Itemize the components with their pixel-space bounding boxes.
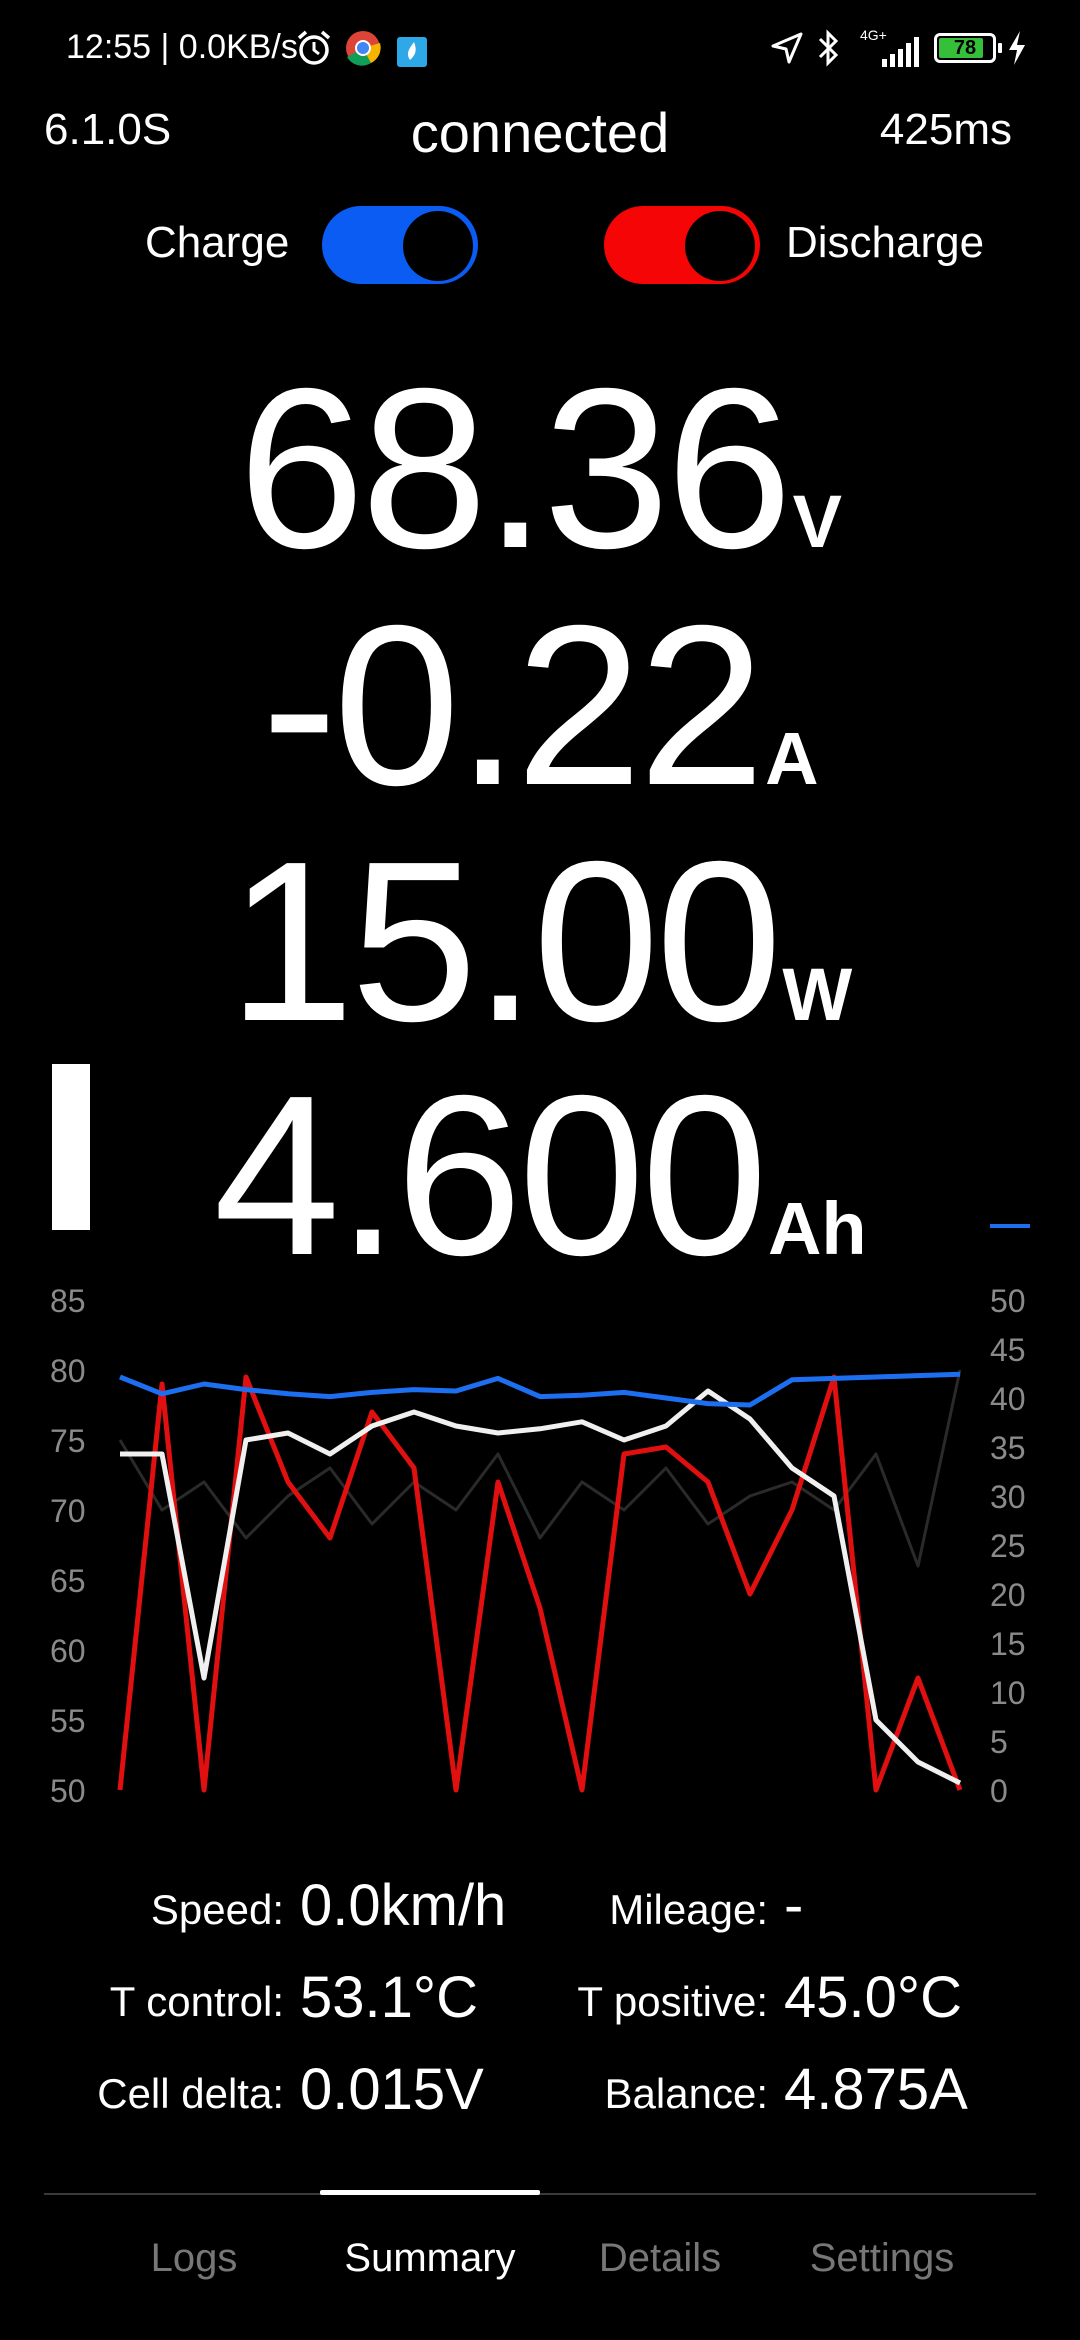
bluetooth-icon xyxy=(818,29,839,67)
y-left-tick-label: 65 xyxy=(50,1563,86,1599)
y-left-tick-label: 80 xyxy=(50,1353,86,1389)
charging-bolt-icon xyxy=(1009,31,1025,65)
celldelta-value: 0.015V xyxy=(300,2057,484,2122)
y-right-tick-label: 45 xyxy=(990,1332,1026,1368)
capacity-value: 4.600 xyxy=(213,1049,768,1303)
y-left-tick-label: 60 xyxy=(50,1633,86,1669)
balance-label: Balance: xyxy=(604,2070,768,2117)
alarm-icon xyxy=(297,30,331,65)
battery-icon: 78 xyxy=(934,33,1002,63)
voltage-reading: 68.36V xyxy=(0,355,1080,583)
mileage-value: - xyxy=(784,1873,804,1938)
speed-value: 0.0km/h xyxy=(300,1873,507,1938)
series-line-1 xyxy=(117,1374,963,1793)
balance-value: 4.875A xyxy=(784,2057,968,2122)
y-right-tick-label: 40 xyxy=(990,1381,1026,1417)
discharge-toggle-knob xyxy=(685,211,755,281)
series-line-3 xyxy=(118,1369,962,1568)
location-arrow-icon xyxy=(771,32,803,64)
network-type: 4G+ xyxy=(860,27,887,43)
y-left-tick-label: 85 xyxy=(50,1283,86,1319)
discharge-toggle[interactable] xyxy=(604,206,760,284)
celldelta-label: Cell delta: xyxy=(97,2070,284,2117)
nav-divider xyxy=(44,2193,1036,2195)
series-line-0 xyxy=(119,1371,961,1408)
current-unit: A xyxy=(765,717,819,800)
charge-toggle-knob xyxy=(403,211,473,281)
mileage-label: Mileage: xyxy=(609,1886,768,1933)
current-reading: -0.22A xyxy=(0,592,1080,820)
y-left-tick-label: 50 xyxy=(50,1773,86,1809)
y-right-tick-label: 5 xyxy=(990,1724,1008,1760)
capacity-reading: 4.600Ah xyxy=(0,1062,1080,1290)
y-left-tick-label: 75 xyxy=(50,1423,86,1459)
tpositive-label: T positive: xyxy=(577,1978,768,2025)
capacity-marker-dash xyxy=(990,1224,1030,1228)
y-right-tick-label: 15 xyxy=(990,1626,1026,1662)
power-value: 15.00 xyxy=(227,815,783,1069)
connection-status: connected xyxy=(410,101,670,164)
tab-summary[interactable]: Summary xyxy=(344,2236,516,2280)
power-reading: 15.00W xyxy=(0,828,1080,1056)
capacity-unit: Ah xyxy=(767,1187,867,1270)
tab-logs[interactable]: Logs xyxy=(150,2236,238,2280)
firmware-version: 6.1.0S xyxy=(44,105,172,154)
charge-label: Charge xyxy=(145,218,290,267)
y-right-tick-label: 35 xyxy=(990,1430,1026,1466)
voltage-value: 68.36 xyxy=(238,342,793,596)
chrome-icon xyxy=(346,31,381,66)
discharge-label: Discharge xyxy=(786,218,985,267)
current-value: -0.22 xyxy=(261,579,765,833)
y-right-tick-label: 0 xyxy=(990,1773,1008,1809)
series-line-2 xyxy=(120,1388,962,1786)
charge-toggle[interactable] xyxy=(322,206,478,284)
tcontrol-value: 53.1°C xyxy=(300,1965,478,2030)
tab-settings[interactable]: Settings xyxy=(809,2236,955,2280)
signal-icon xyxy=(882,37,919,67)
ping-latency: 425ms xyxy=(879,105,1012,154)
voltage-unit: V xyxy=(792,480,842,563)
capacity-level-bar xyxy=(52,1064,90,1230)
battery-percent: 78 xyxy=(953,37,977,59)
y-right-tick-label: 10 xyxy=(990,1675,1026,1711)
y-left-tick-label: 70 xyxy=(50,1493,86,1529)
y-left-tick-label: 55 xyxy=(50,1703,86,1739)
app-icon xyxy=(397,37,427,67)
y-right-tick-label: 25 xyxy=(990,1528,1026,1564)
status-time-speed: 12:55 | 0.0KB/s xyxy=(66,28,298,66)
y-right-tick-label: 30 xyxy=(990,1479,1026,1515)
tab-details[interactable]: Details xyxy=(598,2236,722,2280)
tpositive-value: 45.0°C xyxy=(784,1965,962,2030)
tcontrol-label: T control: xyxy=(109,1978,284,2025)
nav-active-indicator xyxy=(320,2190,540,2195)
y-right-tick-label: 50 xyxy=(990,1283,1026,1319)
speed-label: Speed: xyxy=(150,1886,284,1933)
status-bar: 12:55 | 0.0KB/s 4G+ 78 xyxy=(0,0,1080,96)
power-unit: W xyxy=(782,953,853,1036)
y-right-tick-label: 20 xyxy=(990,1577,1026,1613)
